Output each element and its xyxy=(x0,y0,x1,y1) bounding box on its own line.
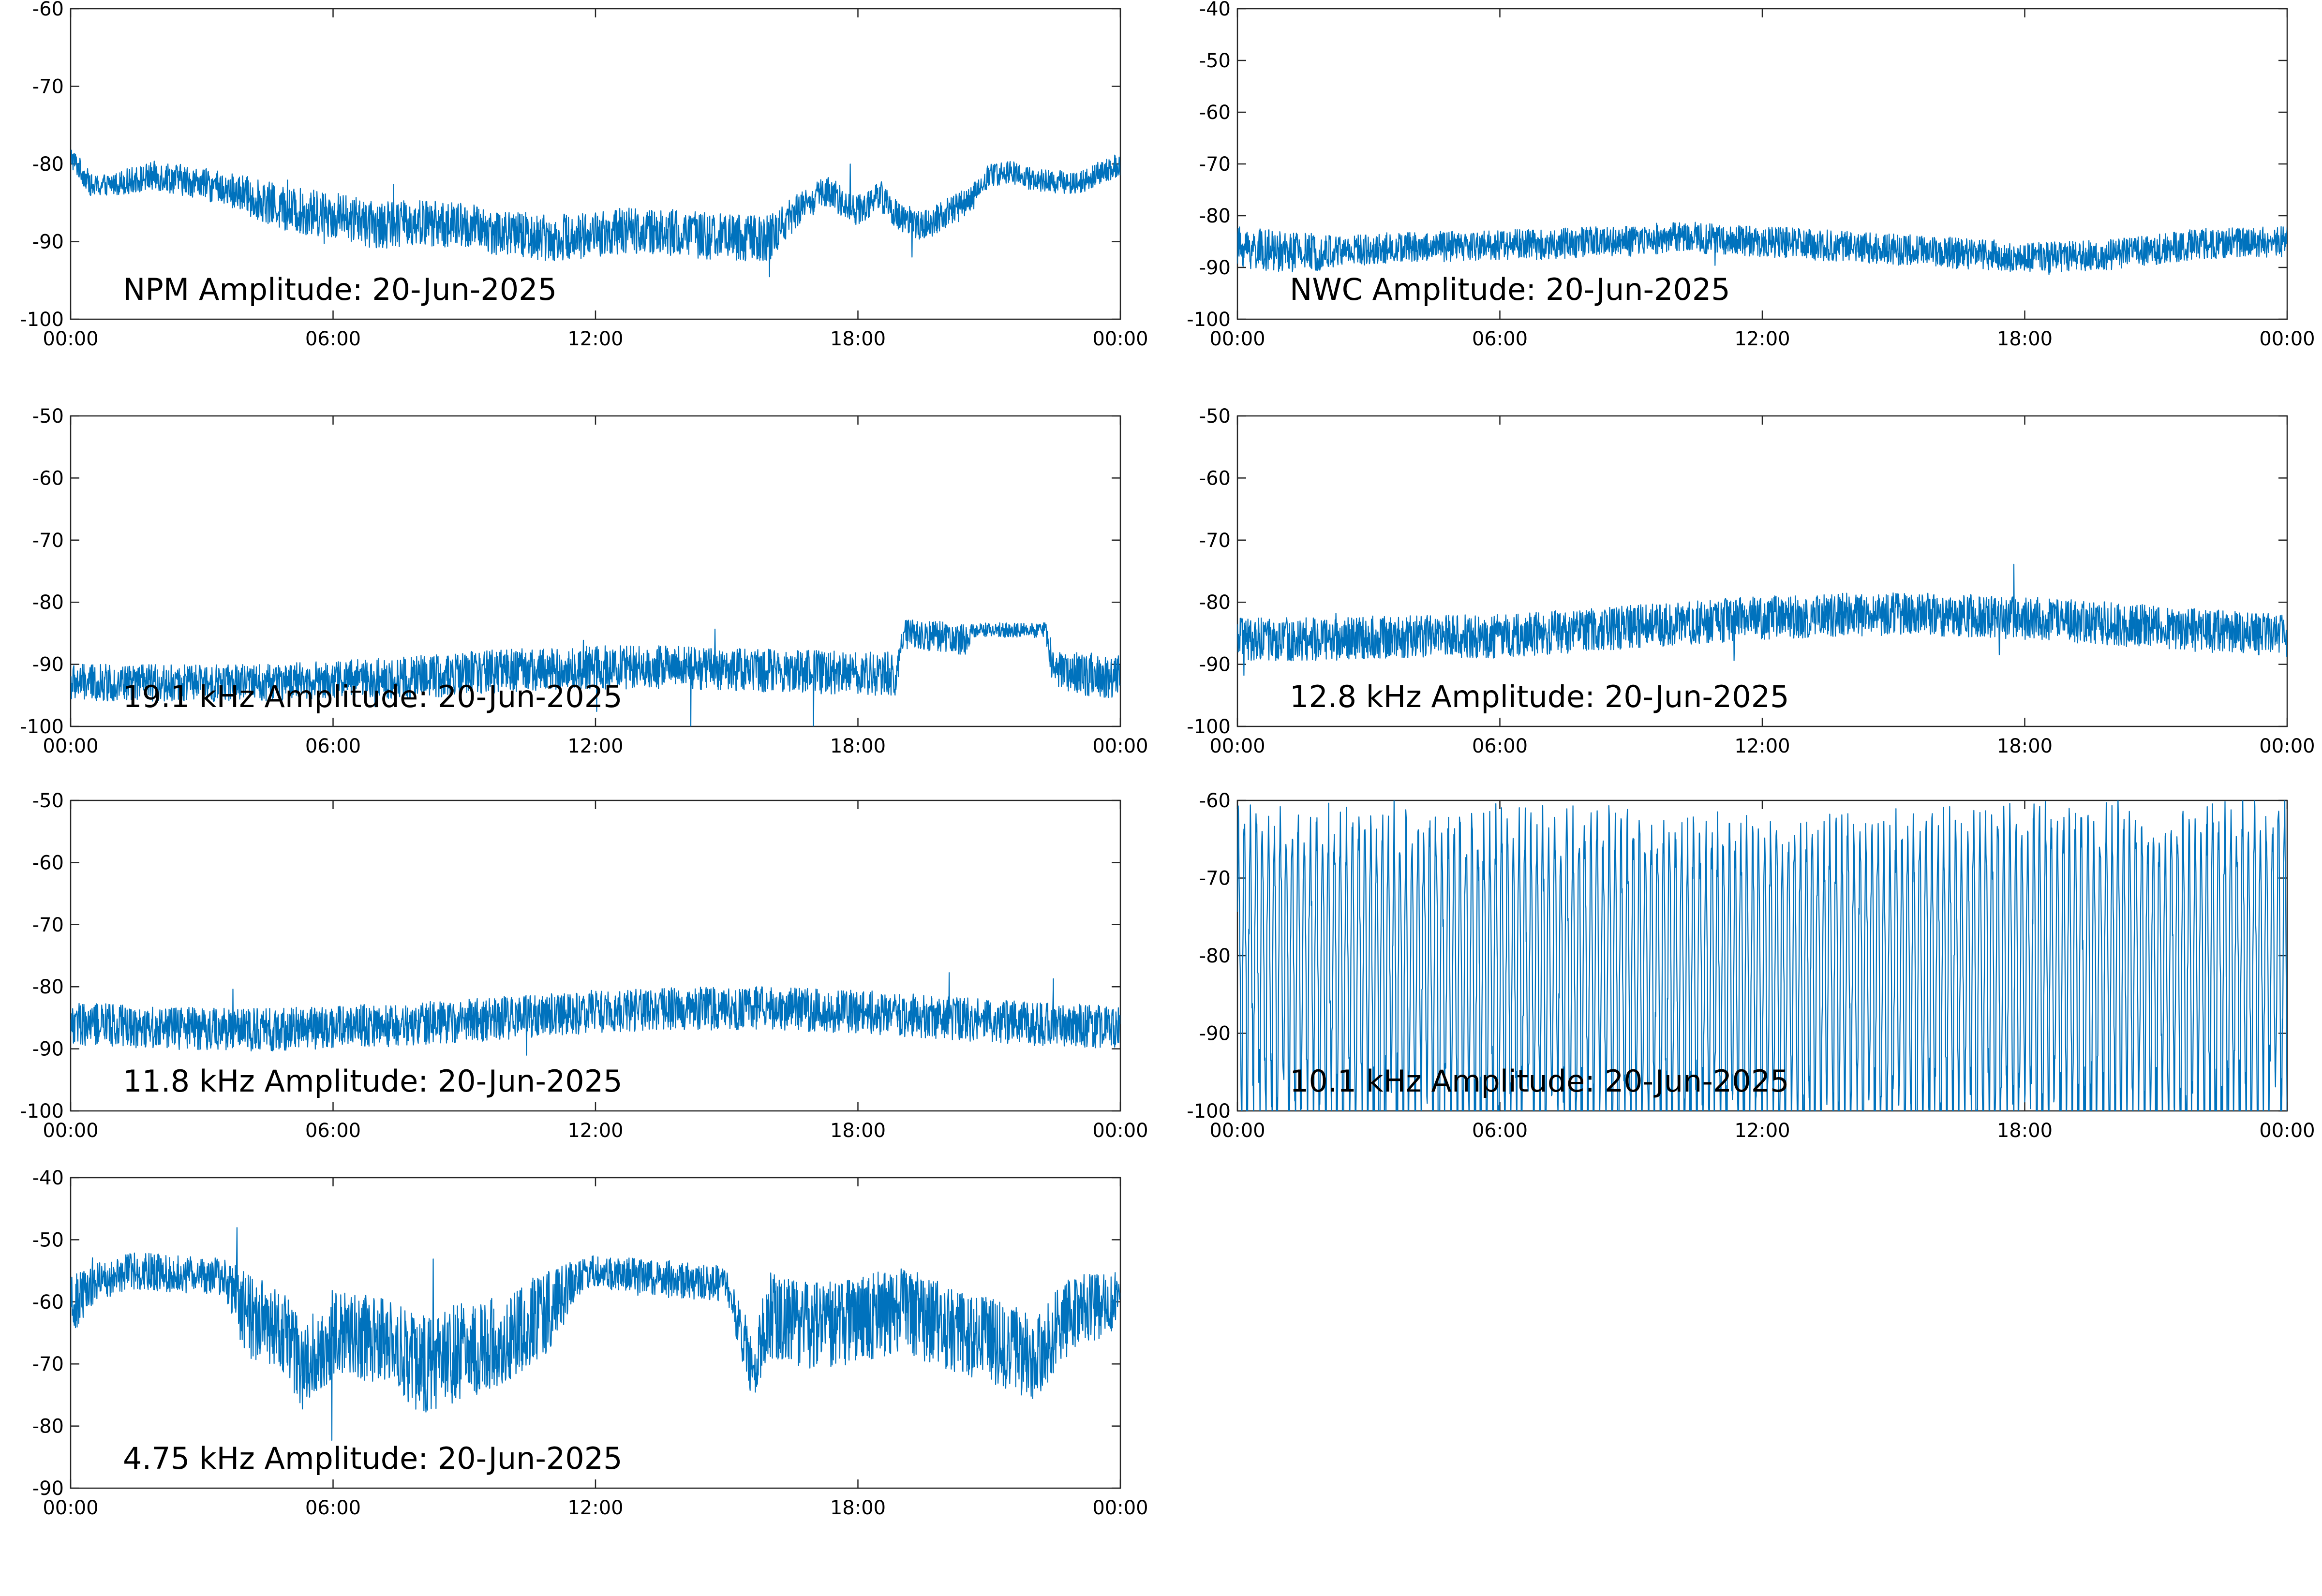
y-tick-label: -60 xyxy=(32,1291,64,1314)
y-tick-label: -60 xyxy=(32,0,64,20)
x-tick-label: 00:00 xyxy=(1092,328,1148,350)
y-tick-label: -100 xyxy=(20,309,64,331)
y-tick-label: -70 xyxy=(32,530,64,552)
y-tick-label: -50 xyxy=(32,1229,64,1251)
y-tick-label: -100 xyxy=(1187,1100,1231,1123)
y-tick-label: -100 xyxy=(20,716,64,738)
y-tick-label: -100 xyxy=(1187,716,1231,738)
y-tick-label: -90 xyxy=(1199,654,1231,676)
y-tick-label: -50 xyxy=(1199,405,1231,428)
amplitude-series-line xyxy=(71,972,1120,1056)
y-tick-label: -70 xyxy=(32,1353,64,1375)
y-tick-label: -70 xyxy=(1199,530,1231,552)
y-tick-label: -70 xyxy=(1199,153,1231,176)
y-tick-label: -100 xyxy=(1187,309,1231,331)
y-tick-label: -60 xyxy=(1199,467,1231,489)
x-tick-label: 00:00 xyxy=(43,1497,98,1519)
amplitude-series-line xyxy=(71,149,1120,278)
panel-title: 19.1 kHz Amplitude: 20-Jun-2025 xyxy=(123,679,623,714)
y-tick-label: -60 xyxy=(32,852,64,874)
y-tick-label: -80 xyxy=(32,1416,64,1438)
x-tick-label: 00:00 xyxy=(43,1120,98,1142)
y-tick-label: -80 xyxy=(32,976,64,998)
y-tick-label: -40 xyxy=(1199,0,1231,20)
x-tick-label: 12:00 xyxy=(1734,735,1790,757)
y-tick-label: -50 xyxy=(32,405,64,428)
x-tick-label: 06:00 xyxy=(305,1497,361,1519)
amplitude-series-line xyxy=(1237,222,2287,275)
y-tick-label: -90 xyxy=(1199,1023,1231,1045)
x-tick-label: 00:00 xyxy=(1092,1120,1148,1142)
y-tick-label: -90 xyxy=(32,1478,64,1500)
y-tick-label: -80 xyxy=(1199,945,1231,967)
panel-title: NWC Amplitude: 20-Jun-2025 xyxy=(1290,272,1730,307)
panel-title: 4.75 kHz Amplitude: 20-Jun-2025 xyxy=(123,1441,623,1476)
y-tick-label: -60 xyxy=(32,467,64,489)
y-tick-label: -80 xyxy=(32,591,64,614)
panel-title: NPM Amplitude: 20-Jun-2025 xyxy=(123,272,557,307)
x-tick-label: 18:00 xyxy=(1997,328,2053,350)
x-tick-label: 18:00 xyxy=(1997,1120,2053,1142)
x-tick-label: 00:00 xyxy=(1092,735,1148,757)
x-tick-label: 12:00 xyxy=(567,735,623,757)
x-tick-label: 12:00 xyxy=(567,328,623,350)
x-tick-label: 06:00 xyxy=(305,328,361,350)
x-tick-label: 12:00 xyxy=(567,1120,623,1142)
x-tick-label: 00:00 xyxy=(2259,735,2315,757)
y-tick-label: -50 xyxy=(1199,50,1231,72)
y-tick-label: -70 xyxy=(32,76,64,98)
y-tick-label: -80 xyxy=(1199,205,1231,227)
x-tick-label: 18:00 xyxy=(830,1497,886,1519)
x-tick-label: 18:00 xyxy=(830,735,886,757)
x-tick-label: 06:00 xyxy=(1472,735,1528,757)
y-tick-label: -40 xyxy=(32,1167,64,1189)
amplitude-series-line xyxy=(71,1227,1120,1441)
x-tick-label: 18:00 xyxy=(830,328,886,350)
y-tick-label: -90 xyxy=(32,231,64,253)
amplitude-series-line xyxy=(71,620,1120,726)
x-tick-label: 00:00 xyxy=(43,735,98,757)
y-tick-label: -90 xyxy=(1199,257,1231,279)
y-tick-label: -90 xyxy=(32,1038,64,1061)
y-tick-label: -60 xyxy=(1199,790,1231,812)
x-tick-label: 00:00 xyxy=(1209,1120,1265,1142)
x-tick-label: 18:00 xyxy=(830,1120,886,1142)
x-tick-label: 12:00 xyxy=(567,1497,623,1519)
y-tick-label: -70 xyxy=(1199,868,1231,890)
x-tick-label: 00:00 xyxy=(1209,735,1265,757)
y-tick-label: -90 xyxy=(32,654,64,676)
x-tick-label: 00:00 xyxy=(43,328,98,350)
amplitude-series-line xyxy=(1237,563,2287,676)
y-tick-label: -60 xyxy=(1199,102,1231,124)
x-tick-label: 00:00 xyxy=(2259,1120,2315,1142)
y-tick-label: -50 xyxy=(32,790,64,812)
x-tick-label: 00:00 xyxy=(1092,1497,1148,1519)
x-tick-label: 06:00 xyxy=(1472,328,1528,350)
y-tick-label: -80 xyxy=(32,153,64,176)
amplitude-series-line xyxy=(1237,800,2287,1111)
x-tick-label: 12:00 xyxy=(1734,1120,1790,1142)
x-tick-label: 00:00 xyxy=(1209,328,1265,350)
x-tick-label: 12:00 xyxy=(1734,328,1790,350)
y-tick-label: -80 xyxy=(1199,591,1231,614)
panel-title: 10.1 kHz Amplitude: 20-Jun-2025 xyxy=(1290,1064,1789,1099)
y-tick-label: -100 xyxy=(20,1100,64,1123)
panel-title: 11.8 kHz Amplitude: 20-Jun-2025 xyxy=(123,1064,623,1099)
y-tick-label: -70 xyxy=(32,914,64,936)
x-tick-label: 06:00 xyxy=(1472,1120,1528,1142)
x-tick-label: 00:00 xyxy=(2259,328,2315,350)
x-tick-label: 06:00 xyxy=(305,735,361,757)
panel-title: 12.8 kHz Amplitude: 20-Jun-2025 xyxy=(1290,679,1789,714)
x-tick-label: 18:00 xyxy=(1997,735,2053,757)
x-tick-label: 06:00 xyxy=(305,1120,361,1142)
